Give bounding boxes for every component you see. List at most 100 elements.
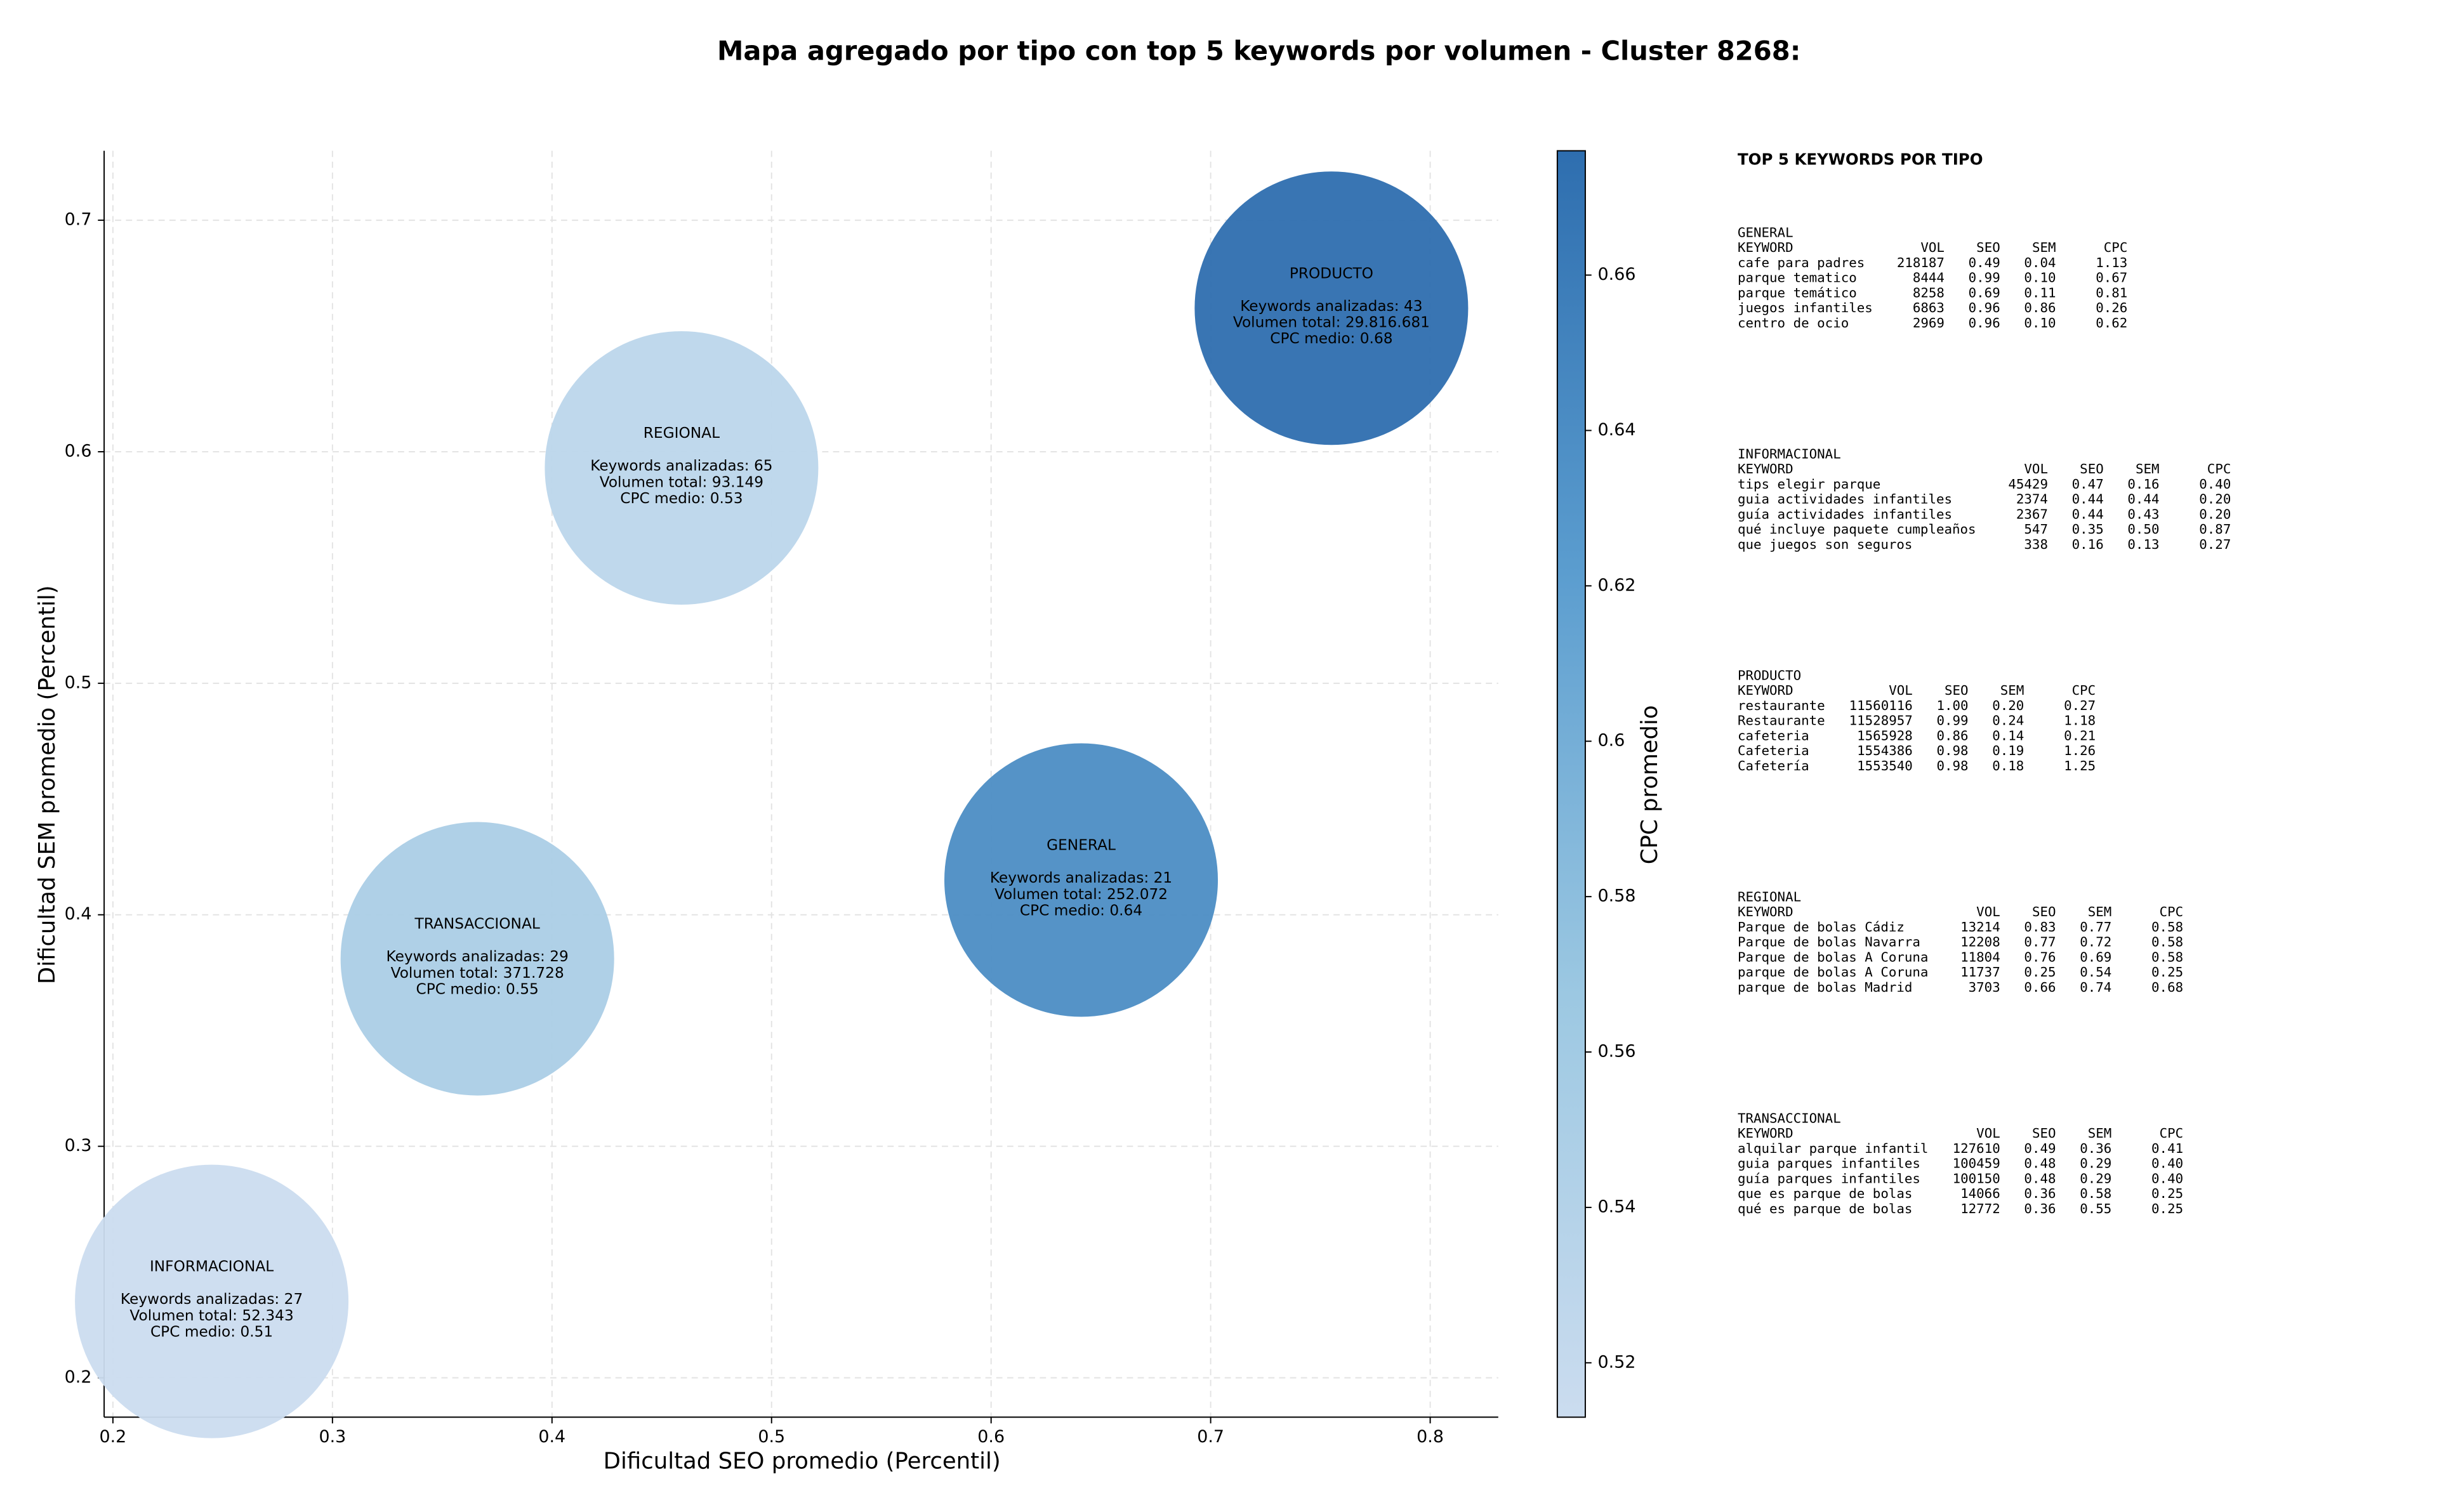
table-cell: 1553540 <box>1857 758 1913 773</box>
bubble-annotation: CPC medio: 0.51 <box>150 1324 273 1341</box>
table-cell: guia parques infantiles <box>1738 1156 1920 1171</box>
table-cell: 0.16 <box>2072 537 2104 552</box>
table-header: SEM <box>2088 904 2112 919</box>
table-cell: 0.27 <box>2199 537 2231 552</box>
table-header: VOL <box>1920 240 1945 255</box>
table-cell: 1.00 <box>1936 698 1968 713</box>
table-cell: 0.24 <box>1992 713 2024 728</box>
x-tick-label: 0.8 <box>1417 1427 1444 1447</box>
y-axis-label: Dificultad SEM promedio (Percentil) <box>34 585 60 984</box>
table-cell: 0.96 <box>1969 300 2000 315</box>
colorbar-tick-label: 0.58 <box>1598 886 1636 906</box>
y-tick-label: 0.7 <box>65 210 92 230</box>
table-cell: 0.96 <box>1969 315 2000 331</box>
table-cell: 3703 <box>1969 980 2000 995</box>
table-cell: 100150 <box>1953 1171 2000 1186</box>
table-cell: parque de bolas Madrid <box>1738 980 1912 995</box>
bubble-annotation: Keywords analizadas: 65 <box>590 457 772 475</box>
table-cell: 0.44 <box>2072 492 2104 507</box>
table-cell: 0.20 <box>2199 506 2231 522</box>
bubble-annotation: Keywords analizadas: 43 <box>1240 298 1422 315</box>
table-cell: 0.25 <box>2024 964 2056 980</box>
table-cell: Parque de bolas Cádiz <box>1738 919 1905 935</box>
bubble-annotation: Volumen total: 371.728 <box>391 964 564 982</box>
y-tick-label: 0.4 <box>65 904 92 924</box>
y-tick-label: 0.5 <box>65 673 92 692</box>
table-cell: 0.68 <box>2151 980 2183 995</box>
table-cell: 0.77 <box>2024 935 2056 950</box>
colorbar-tick-label: 0.64 <box>1598 420 1636 440</box>
x-tick-label: 0.3 <box>319 1427 346 1447</box>
table-header: SEO <box>1976 240 2000 255</box>
table-cell: 0.44 <box>2072 506 2104 522</box>
table-cell: Parque de bolas A Coruna <box>1738 949 1928 964</box>
table-header: VOL <box>1976 1126 2000 1141</box>
table-cell: alquilar parque infantil <box>1738 1141 1928 1156</box>
table-cell: 0.86 <box>1936 728 1968 743</box>
table-cell: guía actividades infantiles <box>1738 506 1952 522</box>
table-cell: 0.99 <box>1969 270 2000 286</box>
table-cell: restaurante <box>1738 698 1825 713</box>
table-cell: cafe para padres <box>1738 255 1865 270</box>
table-cell: 13214 <box>1960 919 2000 935</box>
table-cell: 0.74 <box>2080 980 2111 995</box>
x-tick-label: 0.4 <box>538 1427 565 1447</box>
table-cell: 0.54 <box>2080 964 2111 980</box>
table-cell: 0.67 <box>2096 270 2127 286</box>
bubble <box>75 1164 349 1438</box>
table-cell: parque de bolas A Coruna <box>1738 964 1928 980</box>
table-header: SEM <box>2032 240 2056 255</box>
bubble-label: PRODUCTO <box>1290 265 1373 282</box>
table-cell: 547 <box>2024 522 2048 537</box>
table-title: INFORMACIONAL <box>1738 446 1841 461</box>
table-cell: 8258 <box>1913 285 1945 300</box>
table-cell: 100459 <box>1953 1156 2000 1171</box>
table-title: REGIONAL <box>1738 889 1801 904</box>
table-cell: 0.11 <box>2024 285 2056 300</box>
table-cell: 0.36 <box>2024 1201 2056 1216</box>
table-header: CPC <box>2104 240 2128 255</box>
table-header: SEM <box>2088 1126 2112 1141</box>
table-cell: Cafetería <box>1738 758 1809 773</box>
table-cell: 0.16 <box>2127 477 2159 492</box>
table-cell: 0.29 <box>2080 1171 2111 1186</box>
table-cell: 6863 <box>1913 300 1945 315</box>
table-cell: 2367 <box>2016 506 2048 522</box>
table-cell: 0.25 <box>2151 1201 2183 1216</box>
x-tick-label: 0.2 <box>100 1427 127 1447</box>
table-cell: 1.13 <box>2096 255 2127 270</box>
table-header: CPC <box>2207 461 2231 477</box>
table-cell: 0.77 <box>2080 919 2111 935</box>
bubble-annotation: CPC medio: 0.53 <box>620 490 743 507</box>
table-cell: 0.35 <box>2072 522 2104 537</box>
table-cell: 11737 <box>1960 964 2000 980</box>
table-header: KEYWORD <box>1738 240 1793 255</box>
table-cell: 1554386 <box>1857 743 1913 758</box>
table-cell: que es parque de bolas <box>1738 1186 1912 1201</box>
table-cell: 0.69 <box>1969 285 2000 300</box>
table-cell: 0.19 <box>1992 743 2024 758</box>
bubble-annotation: Volumen total: 29.816.681 <box>1233 314 1430 331</box>
table-header: VOL <box>2024 461 2048 477</box>
table-title: PRODUCTO <box>1738 667 1801 683</box>
table-cell: centro de ocio <box>1738 315 1849 331</box>
table-cell: qué es parque de bolas <box>1738 1201 1912 1216</box>
table-header: SEO <box>2032 904 2056 919</box>
table-cell: 0.86 <box>2024 300 2056 315</box>
table-cell: 0.69 <box>2080 949 2111 964</box>
table-cell: 0.47 <box>2072 477 2104 492</box>
table-cell: 0.49 <box>2024 1141 2056 1156</box>
y-tick-label: 0.3 <box>65 1136 92 1155</box>
table-header: SEO <box>1945 683 1969 698</box>
table-cell: 1.18 <box>2064 713 2096 728</box>
table-cell: 0.44 <box>2127 492 2159 507</box>
table-cell: 0.83 <box>2024 919 2056 935</box>
table-cell: 0.66 <box>2024 980 2056 995</box>
table-cell: 127610 <box>1953 1141 2000 1156</box>
table-cell: 0.26 <box>2096 300 2127 315</box>
table-cell: 0.20 <box>1992 698 2024 713</box>
table-cell: 0.58 <box>2151 935 2183 950</box>
table-cell: 0.21 <box>2064 728 2096 743</box>
